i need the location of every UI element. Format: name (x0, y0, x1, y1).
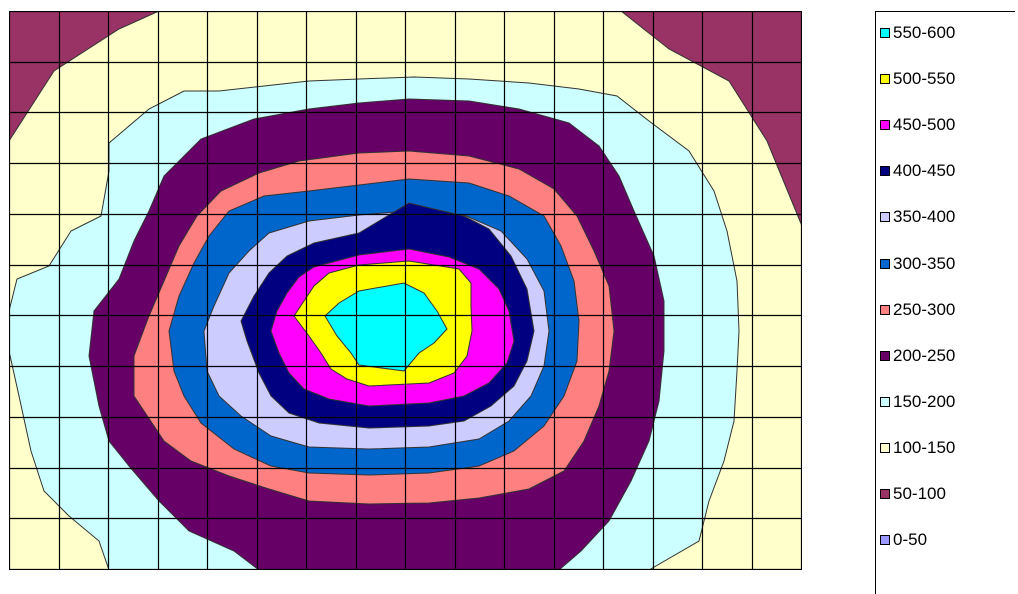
legend-swatch (880, 396, 890, 407)
legend-label: 400-450 (893, 161, 956, 181)
legend-label: 100-150 (893, 437, 956, 457)
legend: 550-600 500-550 450-500 400-450 350-400 300-3… (875, 11, 1015, 594)
legend-swatch (880, 166, 890, 177)
legend-item: 350-400 (880, 207, 955, 227)
legend-label: 50-100 (893, 484, 946, 503)
legend-swatch (880, 120, 890, 131)
legend-swatch (880, 442, 890, 453)
legend-item: 0-50 (880, 530, 927, 550)
legend-item: 250-300 (880, 300, 955, 320)
legend-item: 500-550 (880, 69, 955, 89)
legend-item: 400-450 (880, 161, 955, 181)
legend-label: 500-550 (893, 69, 956, 89)
legend-label: 350-400 (893, 207, 956, 227)
legend-item: 300-350 (880, 254, 955, 274)
legend-label: 200-250 (893, 345, 956, 365)
legend-swatch (880, 535, 890, 546)
legend-swatch (880, 350, 890, 361)
legend-label: 250-300 (893, 299, 956, 319)
legend-label: 550-600 (893, 23, 956, 42)
legend-item: 200-250 (880, 346, 955, 366)
legend-item: 50-100 (880, 484, 946, 504)
legend-label: 300-350 (893, 253, 956, 273)
grid-lines (9, 11, 802, 570)
contour-plot (9, 11, 802, 570)
legend-swatch (880, 258, 890, 269)
legend-item: 550-600 (880, 23, 955, 43)
legend-item: 100-150 (880, 438, 955, 458)
contour-region-550-600 (324, 282, 448, 372)
legend-label: 150-200 (893, 391, 956, 411)
legend-item: 450-500 (880, 115, 955, 135)
legend-swatch (880, 489, 890, 499)
legend-label: 450-500 (893, 115, 956, 135)
legend-swatch (880, 212, 890, 223)
legend-swatch (880, 28, 890, 38)
legend-swatch (880, 74, 890, 85)
legend-swatch (880, 304, 890, 315)
legend-label: 0-50 (893, 530, 928, 550)
legend-item: 150-200 (880, 392, 955, 412)
